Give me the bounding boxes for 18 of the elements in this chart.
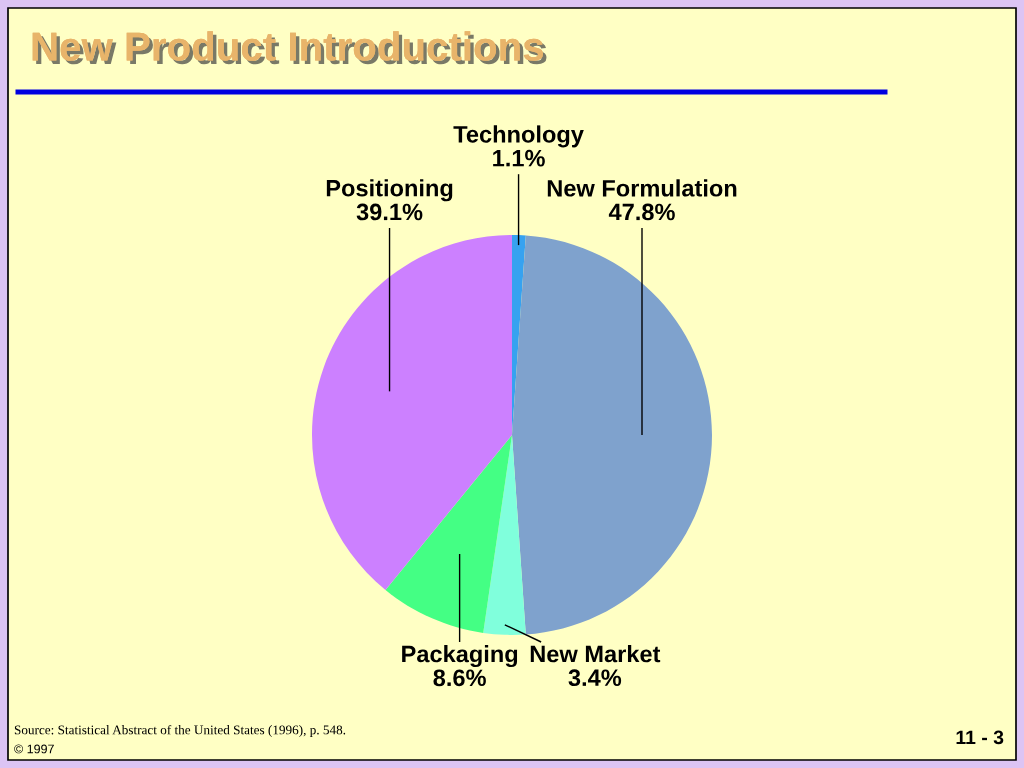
slice-label: Positioning	[326, 179, 453, 202]
pie-slice	[483, 435, 526, 635]
text: 11 - 3	[956, 730, 1004, 745]
pie-slice	[385, 435, 512, 633]
slice-label: New Market	[530, 645, 661, 663]
pie-slice	[512, 235, 712, 635]
pie-slice	[312, 235, 512, 590]
slice-label: Technology	[453, 125, 584, 148]
text: © 1997	[14, 744, 54, 754]
slice-label: New Formulation	[547, 179, 737, 197]
source-note: Source: Statistical Abstract of the United States (1996), p. 548.	[14, 724, 346, 738]
data-label: 1.1%	[493, 149, 545, 167]
chart-title: New Product Introductions	[32, 31, 547, 65]
data-label: 3.4%	[568, 669, 622, 687]
data-label: 8.6%	[433, 669, 486, 687]
data-label: 47.8%	[608, 203, 675, 221]
data-label: 39.1%	[356, 203, 423, 221]
slice-label: Packaging	[402, 645, 518, 668]
